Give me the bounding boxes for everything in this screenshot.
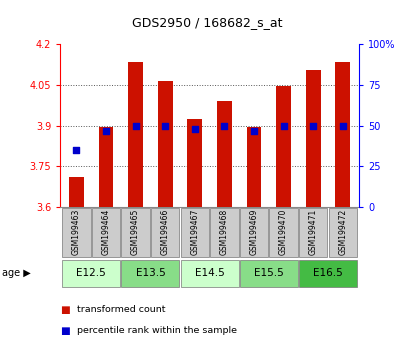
Bar bbox=[122, 259, 179, 287]
Text: E12.5: E12.5 bbox=[76, 268, 106, 279]
Bar bbox=[62, 208, 90, 257]
Text: GSM199466: GSM199466 bbox=[161, 209, 170, 255]
Point bbox=[132, 123, 139, 129]
Bar bbox=[240, 259, 298, 287]
Bar bbox=[69, 177, 84, 207]
Text: GDS2950 / 168682_s_at: GDS2950 / 168682_s_at bbox=[132, 16, 283, 29]
Text: GSM199468: GSM199468 bbox=[220, 209, 229, 255]
Text: E16.5: E16.5 bbox=[313, 268, 343, 279]
Text: GSM199467: GSM199467 bbox=[190, 209, 199, 255]
Point bbox=[339, 123, 346, 129]
Text: GSM199464: GSM199464 bbox=[102, 209, 110, 255]
Bar bbox=[299, 259, 357, 287]
Bar bbox=[128, 62, 143, 207]
Text: ■: ■ bbox=[60, 326, 70, 336]
Bar bbox=[240, 208, 268, 257]
Bar bbox=[151, 208, 179, 257]
Text: GSM199471: GSM199471 bbox=[309, 209, 317, 255]
Point bbox=[103, 128, 109, 133]
Bar bbox=[181, 208, 209, 257]
Point bbox=[310, 123, 317, 129]
Bar bbox=[247, 127, 261, 207]
Bar bbox=[329, 208, 357, 257]
Text: E14.5: E14.5 bbox=[195, 268, 225, 279]
Point bbox=[251, 128, 257, 133]
Point bbox=[162, 123, 168, 129]
Text: ■: ■ bbox=[60, 305, 70, 315]
Bar bbox=[276, 86, 291, 207]
Bar bbox=[210, 208, 239, 257]
Bar bbox=[217, 101, 232, 207]
Text: E13.5: E13.5 bbox=[136, 268, 165, 279]
Text: E15.5: E15.5 bbox=[254, 268, 283, 279]
Text: GSM199470: GSM199470 bbox=[279, 209, 288, 255]
Text: GSM199463: GSM199463 bbox=[72, 209, 81, 255]
Bar bbox=[335, 62, 350, 207]
Bar bbox=[158, 81, 173, 207]
Bar bbox=[122, 208, 150, 257]
Text: GSM199469: GSM199469 bbox=[249, 209, 259, 255]
Bar bbox=[188, 119, 202, 207]
Text: GSM199472: GSM199472 bbox=[338, 209, 347, 255]
Text: percentile rank within the sample: percentile rank within the sample bbox=[77, 326, 237, 336]
Bar bbox=[181, 259, 239, 287]
Point bbox=[221, 123, 228, 129]
Bar bbox=[99, 127, 113, 207]
Bar bbox=[62, 259, 120, 287]
Point bbox=[73, 147, 80, 153]
Point bbox=[280, 123, 287, 129]
Bar bbox=[269, 208, 298, 257]
Bar bbox=[299, 208, 327, 257]
Bar bbox=[306, 70, 320, 207]
Text: GSM199465: GSM199465 bbox=[131, 209, 140, 255]
Point bbox=[191, 126, 198, 132]
Text: transformed count: transformed count bbox=[77, 305, 165, 314]
Text: age ▶: age ▶ bbox=[2, 268, 31, 279]
Bar bbox=[92, 208, 120, 257]
